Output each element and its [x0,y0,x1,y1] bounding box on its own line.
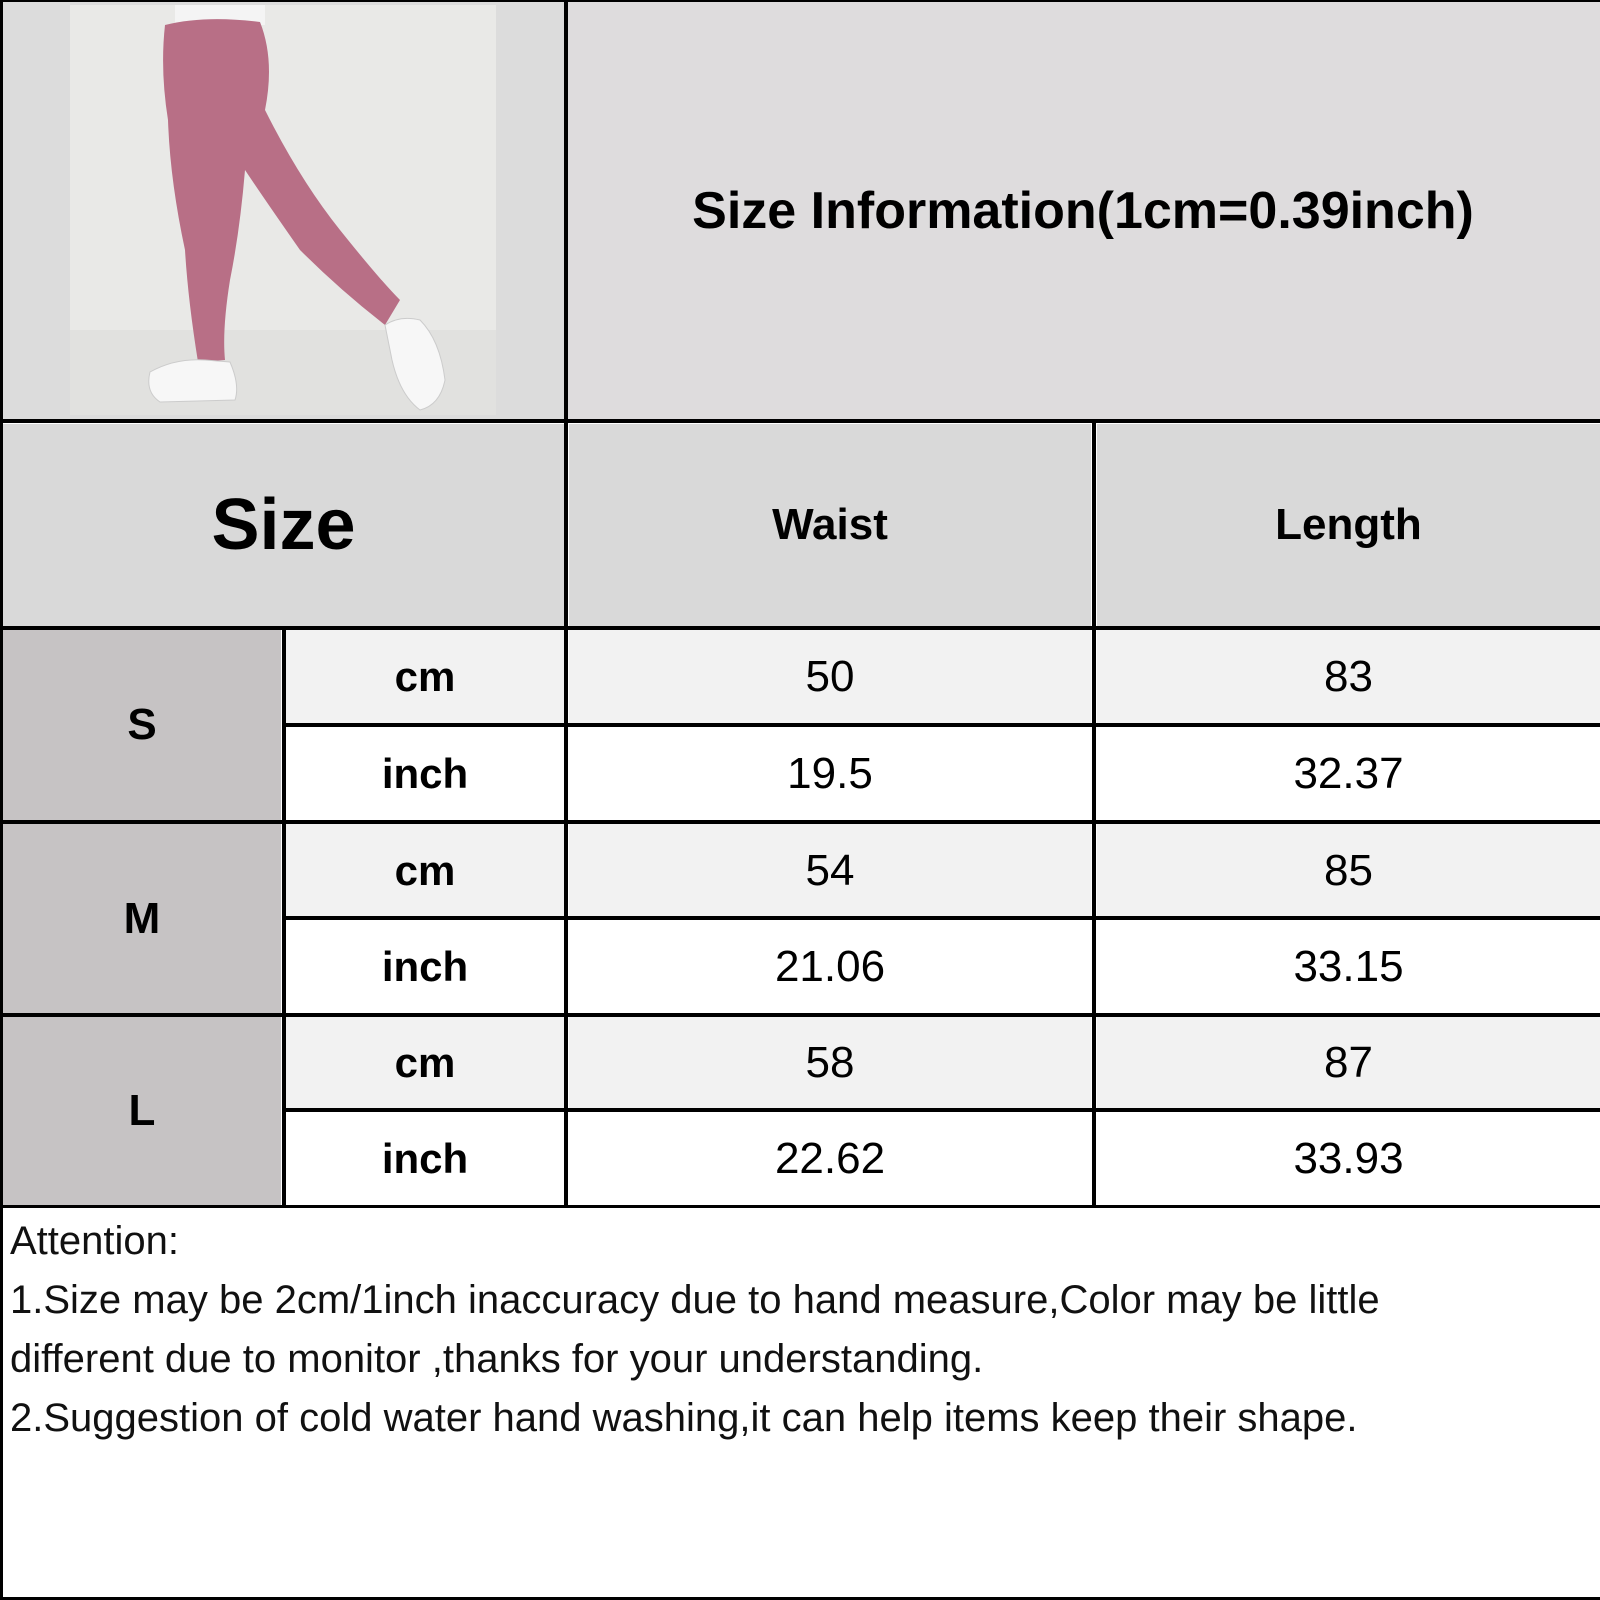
attention-line: 2.Suggestion of cold water hand washing,… [10,1396,1358,1440]
header-length: Length [1097,424,1600,626]
header-waist: Waist [569,424,1091,626]
length-value: 33.93 [1097,1112,1600,1205]
header-size: Size [3,424,564,626]
unit-cell: cm [286,824,564,917]
attention-line: 1.Size may be 2cm/1inch inaccuracy due t… [10,1278,1380,1322]
border-line [284,723,1600,727]
unit-cell: inch [286,727,564,820]
border-line [0,0,3,1600]
unit-cell: inch [286,1112,564,1205]
size-info-title: Size Information(1cm=0.39inch) [566,0,1600,421]
length-value: 32.37 [1097,727,1600,820]
length-value: 33.15 [1097,920,1600,1013]
border-line [284,916,1600,920]
length-value: 85 [1097,824,1600,917]
unit-cell: cm [286,630,564,724]
waist-value: 22.62 [569,1112,1091,1205]
border-line [0,626,1600,630]
border-line [0,820,1600,824]
size-label-l: L [3,1017,281,1205]
attention-line: different due to monitor ,thanks for you… [10,1337,984,1381]
border-line [284,1108,1600,1112]
waist-value: 54 [569,824,1091,917]
leggings-model-image [70,5,496,415]
border-line [0,1205,1600,1208]
border-line [0,1013,1600,1017]
waist-value: 58 [569,1017,1091,1109]
border-line [0,0,1600,2]
size-label-s: S [3,630,281,820]
border-line [0,419,1600,423]
border-line [0,1597,1600,1600]
unit-cell: cm [286,1017,564,1109]
waist-value: 19.5 [569,727,1091,820]
length-value: 87 [1097,1017,1600,1109]
length-value: 83 [1097,630,1600,724]
product-photo [0,0,566,421]
border-line [564,0,568,1207]
unit-cell: inch [286,920,564,1013]
waist-value: 50 [569,630,1091,724]
attention-heading: Attention: [10,1219,180,1263]
attention-notes: Attention: 1.Size may be 2cm/1inch inacc… [10,1212,1600,1448]
size-label-m: M [3,824,281,1013]
waist-value: 21.06 [569,920,1091,1013]
border-line [1092,421,1096,1207]
